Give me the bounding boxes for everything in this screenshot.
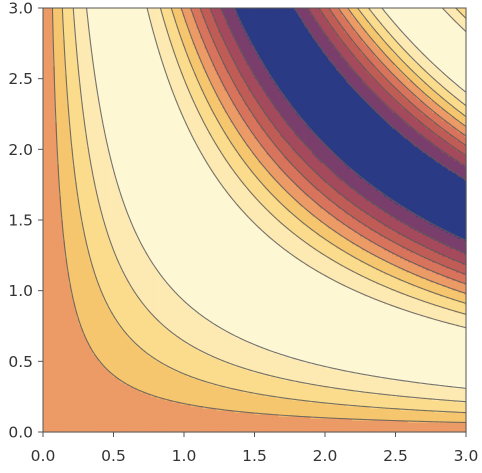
x-tick-label: 1.0 xyxy=(172,447,197,465)
y-tick-label: 1.0 xyxy=(8,282,33,300)
y-tick-label: 0.5 xyxy=(8,353,33,371)
x-tick-label: 2.0 xyxy=(313,447,338,465)
x-axis: 0.0 0.5 1.0 1.5 2.0 2.5 3.0 xyxy=(31,432,479,465)
x-tick-label: 1.5 xyxy=(242,447,267,465)
y-tick-label: 2.5 xyxy=(8,70,33,88)
y-tick-label: 2.0 xyxy=(8,141,33,159)
y-tick-label: 1.5 xyxy=(8,212,33,230)
x-tick-label: 2.5 xyxy=(383,447,408,465)
x-tick-label: 3.0 xyxy=(454,447,479,465)
x-tick-label: 0.5 xyxy=(101,447,126,465)
y-tick-label: 3.0 xyxy=(8,0,33,18)
y-tick-label: 0.0 xyxy=(8,424,33,442)
y-axis: 0.0 0.5 1.0 1.5 2.0 2.5 3.0 xyxy=(8,0,43,442)
x-tick-label: 0.0 xyxy=(31,447,56,465)
